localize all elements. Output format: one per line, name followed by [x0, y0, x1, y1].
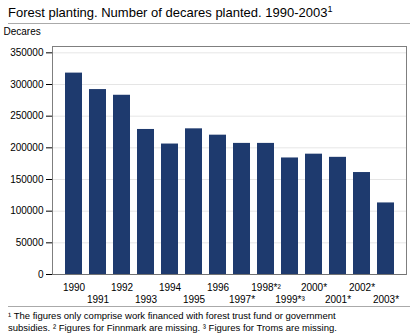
svg-text:1994: 1994	[159, 282, 182, 293]
svg-text:1990: 1990	[63, 282, 86, 293]
html-text:1: 1	[327, 4, 333, 14]
html-text:subsidies. ² Figures for Finnm: subsidies. ² Figures for Finnmark are mi…	[8, 322, 337, 334]
svg-text:300000: 300000	[10, 79, 44, 90]
svg-text:200000: 200000	[10, 142, 44, 153]
svg-text:1998*²: 1998*²	[251, 282, 281, 293]
svg-text:250000: 250000	[10, 111, 44, 122]
svg-text:1993: 1993	[135, 294, 158, 305]
svg-text:1996: 1996	[207, 282, 230, 293]
svg-text:350000: 350000	[10, 47, 44, 58]
svg-text:1992: 1992	[111, 282, 134, 293]
svg-text:1997*: 1997*	[229, 294, 255, 305]
html-text:¹ The figures only comprise wo: ¹ The figures only comprise work finance…	[8, 310, 336, 322]
svg-text:0: 0	[38, 269, 44, 280]
svg-text:2003*: 2003*	[373, 294, 399, 305]
svg-text:1995: 1995	[183, 294, 206, 305]
html-text:Forest planting. Number of dec: Forest planting. Number of decares plant…	[8, 5, 328, 21]
svg-text:1999*³: 1999*³	[275, 294, 305, 305]
svg-text:2001*: 2001*	[325, 294, 351, 305]
svg-text:50000: 50000	[16, 237, 44, 248]
svg-text:Decares: Decares	[4, 26, 41, 37]
svg-text:2002*: 2002*	[349, 282, 375, 293]
svg-text:2000*: 2000*	[301, 282, 327, 293]
svg-text:150000: 150000	[10, 174, 44, 185]
svg-text:100000: 100000	[10, 206, 44, 217]
svg-text:1991: 1991	[87, 294, 110, 305]
